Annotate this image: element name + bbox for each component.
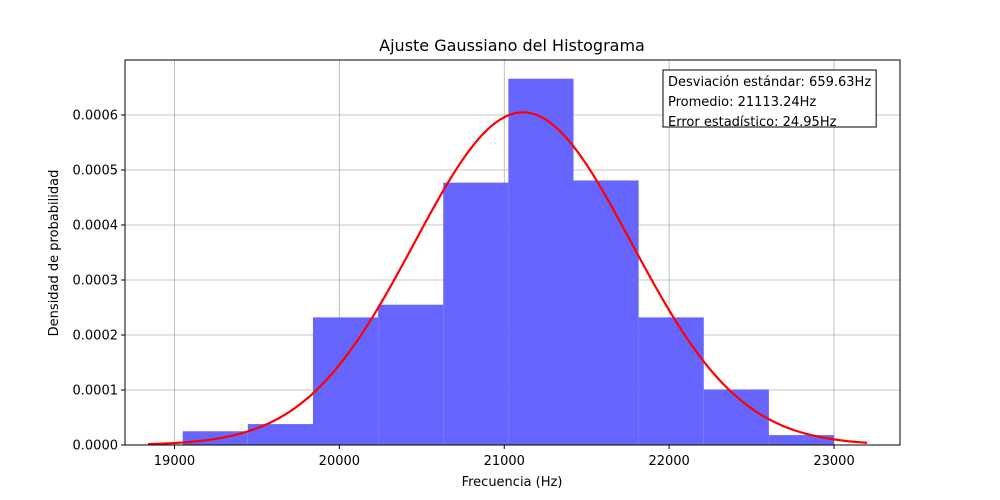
y-tick-label: 0.0000 [73, 439, 119, 454]
chart-title: Ajuste Gaussiano del Histograma [379, 36, 645, 55]
y-axis-label: Densidad de probabilidad [47, 170, 62, 337]
histogram-bars [182, 78, 835, 445]
x-axis-label: Frecuencia (Hz) [462, 475, 563, 490]
y-tick-label: 0.0001 [73, 384, 119, 399]
stats-line-std: Desviación estándar: 659.63Hz [668, 75, 871, 90]
histogram-bar [573, 180, 639, 445]
x-tick-label: 21000 [484, 454, 525, 469]
histogram-bar [378, 304, 444, 445]
histogram-bar [768, 435, 835, 445]
histogram-bar [508, 78, 574, 445]
x-tick-label: 23000 [813, 454, 854, 469]
x-tick-label: 19000 [154, 454, 195, 469]
gaussian-fit-line [148, 111, 868, 446]
histogram-bar [638, 317, 704, 445]
y-axis-ticks: 0.0000 0.0001 0.0002 0.0003 0.0004 0.0005 0.00… [73, 109, 125, 454]
histogram-bar [247, 424, 313, 445]
y-tick-label: 0.0006 [73, 109, 119, 124]
stats-line-error: Error estadístico: 24.95Hz [668, 115, 837, 130]
plot-frame [124, 59, 901, 446]
x-tick-label: 22000 [648, 454, 689, 469]
y-tick-label: 0.0002 [73, 329, 119, 344]
y-tick-label: 0.0004 [73, 219, 119, 234]
y-tick-label: 0.0003 [73, 274, 119, 289]
stats-line-mean: Promedio: 21113.24Hz [668, 95, 816, 110]
x-tick-label: 20000 [319, 454, 360, 469]
stats-box-frame [662, 69, 877, 128]
histogram-bar [312, 317, 379, 445]
y-tick-label: 0.0005 [73, 164, 119, 179]
stats-legend-box: Desviación estándar: 659.63Hz Promedio: … [662, 69, 877, 130]
x-axis-ticks: 19000 20000 21000 22000 23000 [154, 445, 855, 469]
histogram-bar [443, 182, 509, 445]
histogram-bar [703, 389, 769, 445]
